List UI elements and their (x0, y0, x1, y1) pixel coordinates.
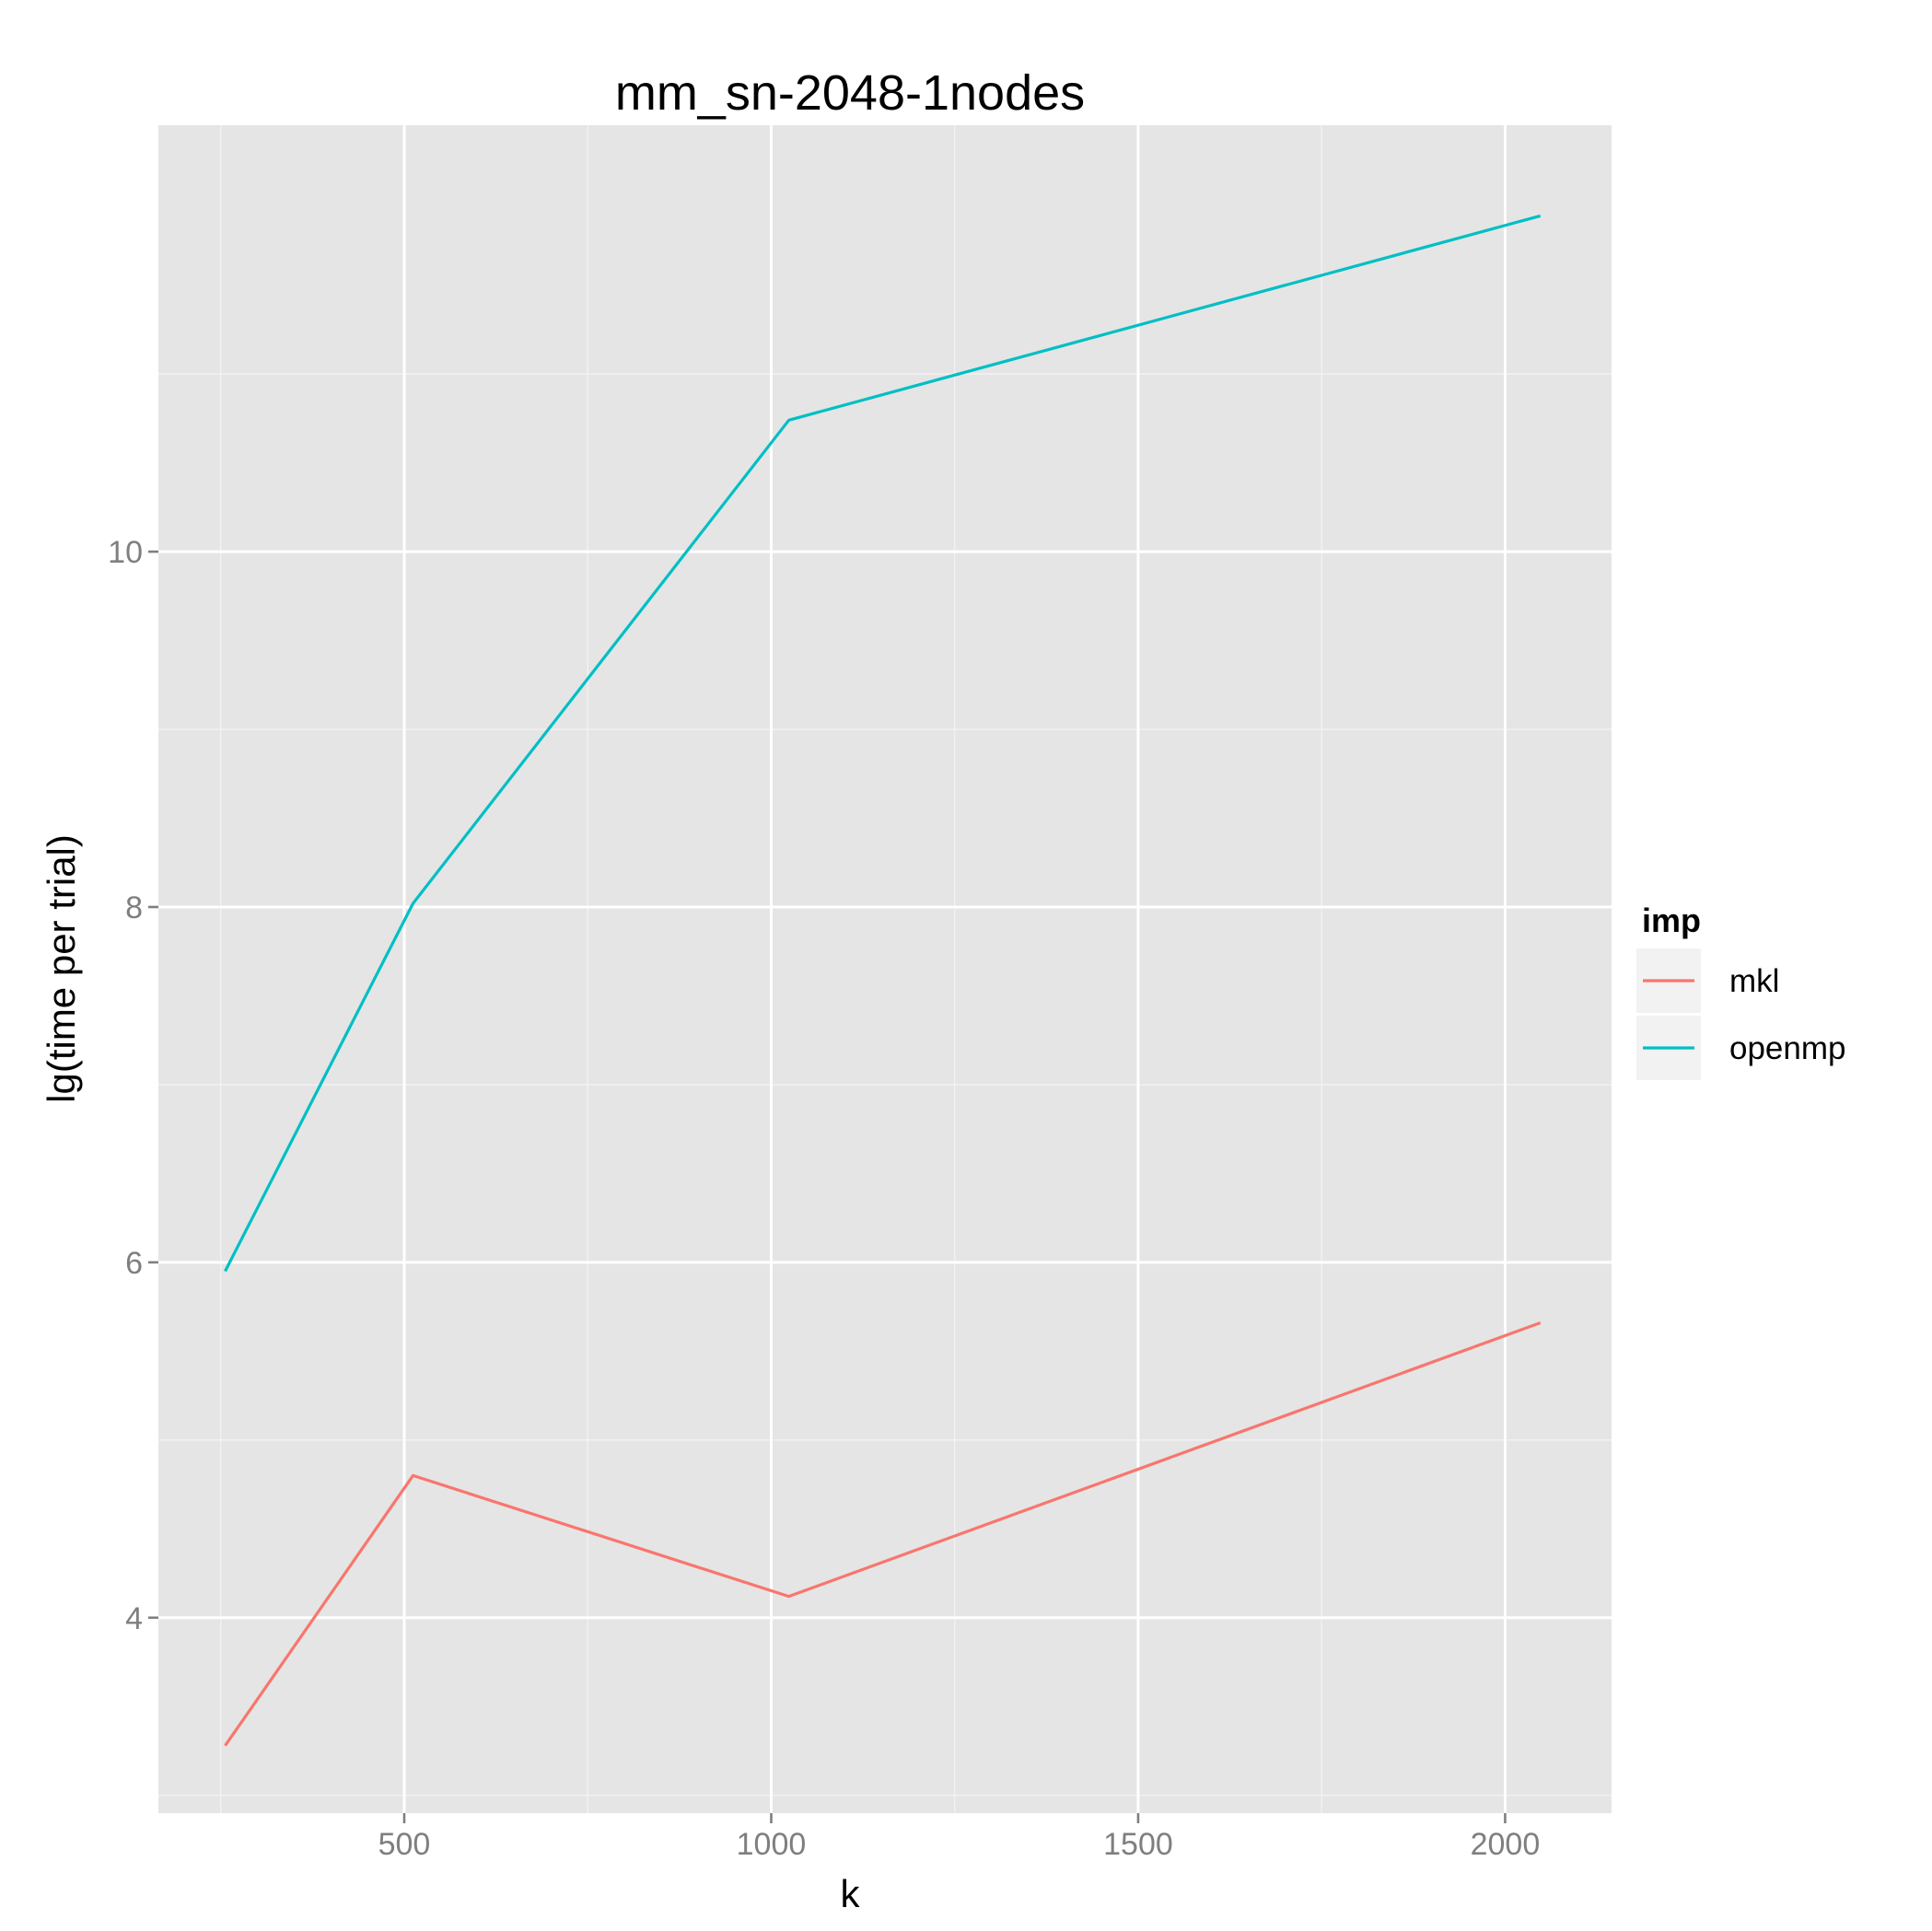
series-line-mkl (224, 1320, 1542, 1747)
series-line-openmp (224, 214, 1542, 1273)
x-axis-title: k (841, 1872, 861, 1915)
y-tick-label: 4 (125, 1601, 143, 1636)
chart-title: mm_sn-2048-1nodes (615, 65, 1085, 121)
series-lines (224, 214, 1542, 1747)
x-axis-tick-labels: 500 1000 1500 2000 (378, 1827, 1541, 1862)
y-axis-title: lg(time per trial) (40, 834, 83, 1103)
x-tick-label: 1500 (1103, 1827, 1173, 1862)
y-axis-tick-labels: 4 6 8 10 (108, 535, 143, 1636)
axis-ticks (148, 550, 1507, 1823)
legend: imp mkl openmp (1636, 902, 1845, 1080)
legend-label-mkl: mkl (1729, 963, 1779, 999)
minor-gridlines (158, 125, 1612, 1813)
plot-panel (158, 125, 1612, 1813)
major-gridlines (158, 125, 1612, 1813)
y-tick-label: 10 (108, 535, 143, 570)
legend-label-openmp: openmp (1729, 1030, 1845, 1066)
x-tick-label: 2000 (1471, 1827, 1541, 1862)
legend-title: imp (1642, 902, 1701, 939)
x-tick-label: 500 (378, 1827, 431, 1862)
x-tick-label: 1000 (737, 1827, 807, 1862)
legend-items: mkl openmp (1636, 948, 1845, 1080)
y-tick-label: 8 (125, 890, 143, 925)
y-tick-label: 6 (125, 1246, 143, 1281)
